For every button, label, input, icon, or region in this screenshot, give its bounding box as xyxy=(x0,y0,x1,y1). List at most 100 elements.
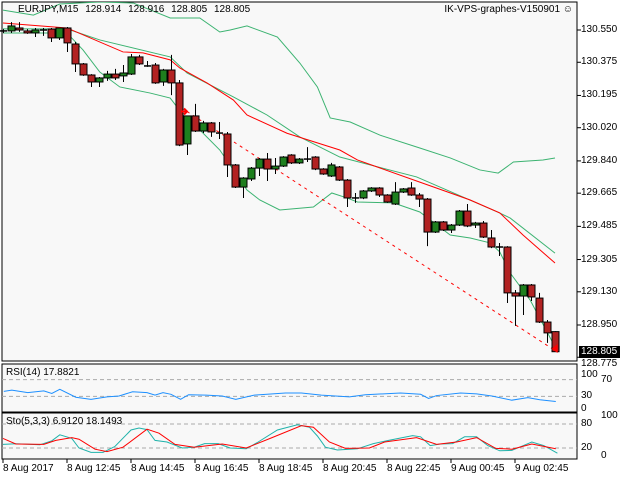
candle-bull xyxy=(95,77,104,83)
stoch-tick-label: 80 xyxy=(581,418,593,429)
rsi-tick-label: 100 xyxy=(581,369,598,380)
close-value: 128.805 xyxy=(214,4,251,15)
stoch-title: Sto(5,3,3) 6.9120 18.1493 xyxy=(6,416,123,427)
candle-bear xyxy=(263,158,272,170)
candle-bear xyxy=(71,43,80,65)
candle-bull xyxy=(447,224,456,231)
candle-bull xyxy=(55,27,64,39)
y-tick-label: 130.550 xyxy=(581,24,618,35)
candle-bull xyxy=(367,187,376,192)
rsi-title: RSI(14) 17.8821 xyxy=(6,367,80,378)
stoch-panel xyxy=(1,412,578,460)
y-tick-label: 128.775 xyxy=(581,358,618,369)
candle-bear xyxy=(231,164,240,188)
symbol-label: EURJPY,M15 xyxy=(18,4,79,15)
rsi-tick-label: 70 xyxy=(601,374,613,385)
rsi-tick-label: 0 xyxy=(581,403,587,414)
x-tick-label: 8 Aug 12:45 xyxy=(67,463,121,474)
bollinger-upper-line xyxy=(2,2,556,174)
stoch-tick-label: 100 xyxy=(601,410,618,421)
x-tick-label: 8 Aug 14:45 xyxy=(131,463,185,474)
y-tick-label: 129.485 xyxy=(581,220,618,231)
stoch-series-line-1 xyxy=(2,425,556,453)
low-value: 128.805 xyxy=(171,4,208,15)
candle-bear xyxy=(375,187,384,196)
candle-bull xyxy=(127,56,136,75)
rsi-tick-label: 30 xyxy=(581,390,593,401)
candle-bear xyxy=(423,198,432,233)
rsi-panel xyxy=(1,363,578,413)
rsi-series-line-0 xyxy=(3,388,556,402)
x-tick-label: 8 Aug 22:45 xyxy=(387,463,441,474)
candle-bear xyxy=(87,74,96,83)
candle-bear xyxy=(167,69,176,84)
x-tick-label: 8 Aug 20:45 xyxy=(323,463,377,474)
candle-bear xyxy=(407,187,416,196)
candle-bull xyxy=(399,188,408,193)
candle-bear xyxy=(535,297,544,323)
candle-bear xyxy=(191,115,200,132)
high-value: 128.916 xyxy=(128,4,165,15)
candle-bear xyxy=(175,82,184,146)
stoch-tick-label: 0 xyxy=(601,450,607,461)
candle-bull xyxy=(7,25,16,32)
expert-label: IK-VPS-graphes-V150901 ☺ xyxy=(444,4,573,15)
candle-bear xyxy=(463,210,472,227)
candle-bull xyxy=(199,122,208,132)
candle-bear xyxy=(343,179,352,199)
candle-bear xyxy=(503,246,512,294)
candle-bear xyxy=(311,156,320,170)
smiley-icon[interactable]: ☺ xyxy=(562,4,573,15)
stoch-tick-label: 20 xyxy=(581,442,593,453)
candle-bear xyxy=(383,194,392,203)
candle-bull xyxy=(391,191,400,205)
x-tick-label: 8 Aug 18:45 xyxy=(259,463,313,474)
candle-bear xyxy=(551,331,560,353)
candle-bull xyxy=(247,167,256,180)
candle-bull xyxy=(103,73,112,79)
trendline-dashed xyxy=(186,111,553,350)
y-tick-label: 130.195 xyxy=(581,89,618,100)
candle-bear xyxy=(23,30,32,34)
candle-bull xyxy=(431,221,440,233)
candle-bull xyxy=(455,210,464,226)
candle-bull xyxy=(119,72,128,77)
candle-bear xyxy=(479,222,488,238)
x-tick-label: 9 Aug 02:45 xyxy=(515,463,569,474)
candle-bull xyxy=(239,177,248,188)
x-tick-label: 9 Aug 00:45 xyxy=(451,463,505,474)
y-tick-label: 129.130 xyxy=(581,286,618,297)
candle-bull xyxy=(279,156,288,167)
y-tick-label: 129.305 xyxy=(581,254,618,265)
triangle-marker-icon xyxy=(551,343,558,353)
candle-bear xyxy=(439,221,448,231)
bollinger-lower-line xyxy=(3,32,558,351)
y-tick-label: 130.020 xyxy=(581,122,618,133)
candle-bear xyxy=(487,237,496,248)
current-price-label: 128.805 xyxy=(579,346,620,358)
candle-bear xyxy=(511,292,520,297)
candle-bull xyxy=(159,69,168,83)
candle-bull xyxy=(255,158,264,169)
arrow-marker-icon xyxy=(181,107,189,116)
candle-bear xyxy=(79,63,88,76)
candle-bull xyxy=(327,164,336,177)
candle-bull xyxy=(295,158,304,164)
candle-bull xyxy=(359,190,368,199)
candle-bear xyxy=(223,133,232,166)
candle-bear xyxy=(63,27,72,44)
candle-bull xyxy=(271,165,280,170)
candle-bear xyxy=(527,284,536,298)
candle-bear xyxy=(47,28,56,39)
candle-bear xyxy=(415,194,424,200)
candle-bear xyxy=(207,122,216,133)
moving-average-line xyxy=(2,22,556,264)
candle-bear xyxy=(15,27,24,31)
y-tick-label: 130.375 xyxy=(581,56,618,67)
candle-bear xyxy=(543,321,552,334)
candle-bull xyxy=(471,222,480,226)
candle-bear xyxy=(335,166,344,181)
expert-name: IK-VPS-graphes-V150901 xyxy=(444,4,560,15)
candle-bear xyxy=(151,64,160,84)
y-tick-label: 129.665 xyxy=(581,187,618,198)
